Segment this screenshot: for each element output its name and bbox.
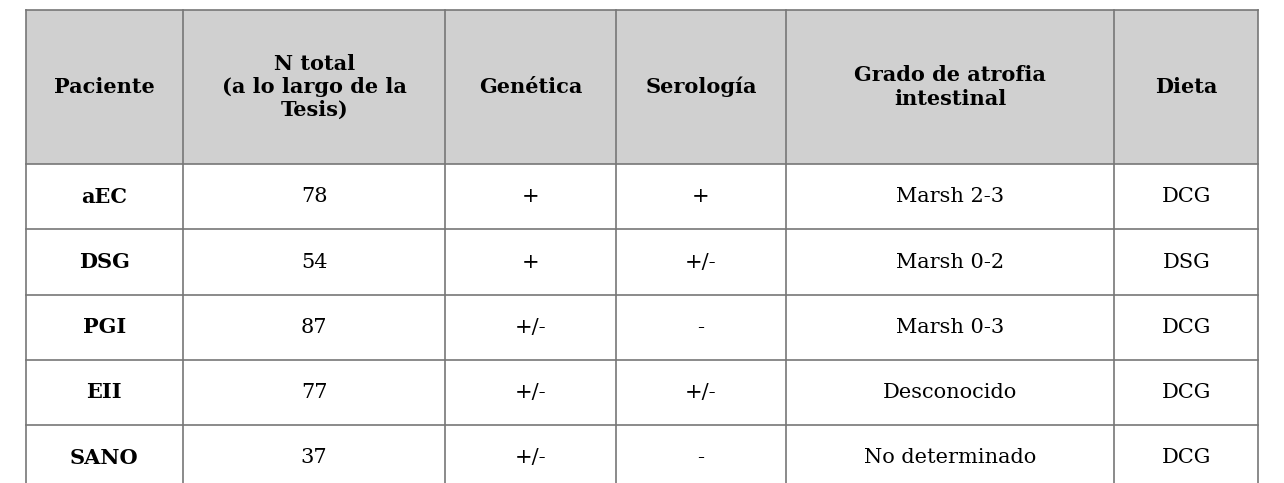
Text: +/-: +/- xyxy=(686,253,716,271)
Text: +/-: +/- xyxy=(515,383,547,402)
Text: -: - xyxy=(697,448,705,467)
Bar xyxy=(26,229,1258,295)
Text: Desconocido: Desconocido xyxy=(883,383,1017,402)
Text: 77: 77 xyxy=(300,383,327,402)
Text: +: + xyxy=(521,253,539,271)
Text: Marsh 0-3: Marsh 0-3 xyxy=(896,318,1004,337)
Text: Genética: Genética xyxy=(479,77,582,97)
Text: N total
(a lo largo de la
Tesis): N total (a lo largo de la Tesis) xyxy=(222,54,407,120)
Text: DCG: DCG xyxy=(1162,383,1211,402)
Text: No determinado: No determinado xyxy=(864,448,1036,467)
Text: Dieta: Dieta xyxy=(1156,77,1217,97)
Bar xyxy=(26,360,1258,425)
Text: +/-: +/- xyxy=(515,448,547,467)
Text: 78: 78 xyxy=(300,187,327,206)
Text: DCG: DCG xyxy=(1162,187,1211,206)
Text: DSG: DSG xyxy=(78,252,130,272)
Text: Paciente: Paciente xyxy=(54,77,155,97)
Text: 54: 54 xyxy=(300,253,327,271)
Text: +/-: +/- xyxy=(515,318,547,337)
Text: +/-: +/- xyxy=(686,383,716,402)
Text: PGI: PGI xyxy=(82,317,126,337)
Text: 37: 37 xyxy=(300,448,327,467)
Text: DCG: DCG xyxy=(1162,448,1211,467)
Text: -: - xyxy=(697,318,705,337)
Text: aEC: aEC xyxy=(81,187,127,207)
Text: Marsh 0-2: Marsh 0-2 xyxy=(896,253,1004,271)
Text: EII: EII xyxy=(86,383,122,402)
Text: DCG: DCG xyxy=(1162,318,1211,337)
Bar xyxy=(26,295,1258,360)
Text: +: + xyxy=(692,187,710,206)
Text: DSG: DSG xyxy=(1162,253,1210,271)
Text: Grado de atrofia
intestinal: Grado de atrofia intestinal xyxy=(854,65,1046,109)
Text: 87: 87 xyxy=(300,318,327,337)
Bar xyxy=(26,10,1258,164)
Text: +: + xyxy=(521,187,539,206)
Bar xyxy=(26,164,1258,229)
Text: Marsh 2-3: Marsh 2-3 xyxy=(896,187,1004,206)
Text: SANO: SANO xyxy=(71,448,139,468)
Text: Serología: Serología xyxy=(646,77,756,97)
Bar xyxy=(26,425,1258,483)
